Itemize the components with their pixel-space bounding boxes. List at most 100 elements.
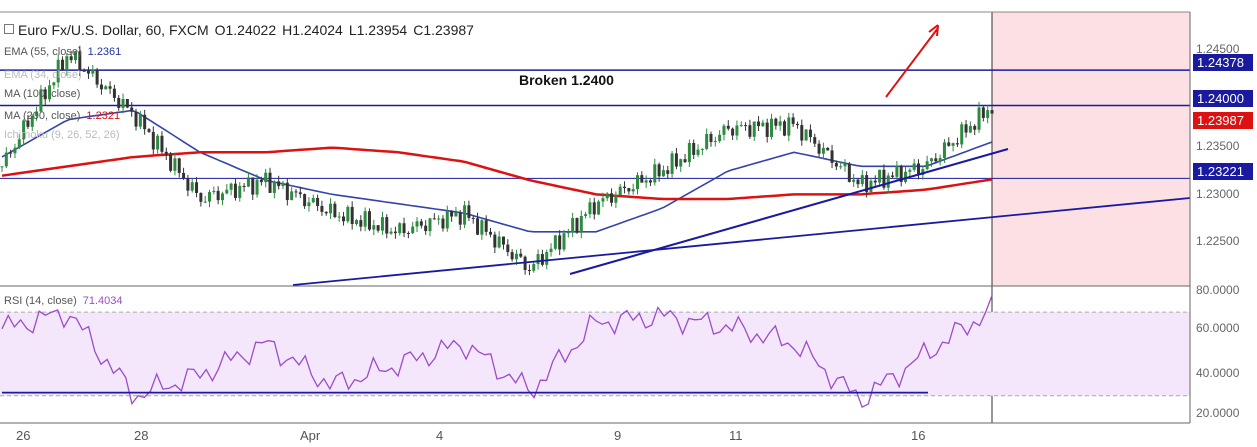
collapse-icon[interactable] (4, 24, 14, 34)
indicator-ema55[interactable]: EMA (55, close) 1.2361 (4, 46, 121, 58)
symbol-title: Euro Fx/U.S. Dollar, 60, FXCM (18, 22, 209, 38)
candle-body (86, 70, 90, 74)
candle-body (320, 205, 324, 212)
price-axis-label: 1.22500 (1196, 234, 1240, 248)
candle-body (549, 248, 553, 252)
indicator-ichimoku[interactable]: Ichimoku (9, 26, 52, 26) (4, 129, 120, 141)
candle-body (329, 203, 333, 214)
candle-body (951, 143, 955, 146)
candle-body (765, 122, 769, 137)
candle-body (30, 115, 34, 127)
candle-body (653, 164, 657, 183)
candle-body (687, 143, 691, 163)
candle-body (977, 107, 981, 130)
candle-body (597, 201, 601, 215)
candle-body (813, 137, 817, 144)
candle-body (757, 121, 761, 127)
candle-body (514, 253, 518, 260)
candle-body (484, 220, 488, 232)
level-tag-resistance: 1.24378 (1193, 54, 1253, 71)
candle-body (826, 147, 830, 151)
candle-body (134, 111, 138, 127)
candle-body (316, 197, 320, 206)
candle-body (821, 147, 825, 154)
candle-body (61, 59, 65, 71)
candle-body (847, 163, 851, 182)
candle-body (69, 56, 73, 61)
indicator-label: Ichimoku (9, 26, 52, 26) (4, 129, 120, 141)
rsi-axis-label: 80.0000 (1196, 283, 1240, 297)
candle-body (82, 70, 86, 72)
candle-body (489, 231, 493, 235)
candle-body (860, 175, 864, 185)
level-tag-broken: 1.24000 (1193, 90, 1253, 107)
candle-body (104, 86, 108, 90)
candle-body (35, 111, 39, 116)
candle-body (454, 212, 458, 217)
candle-body (324, 211, 328, 214)
candle-body (281, 182, 285, 187)
broken-annotation: Broken 1.2400 (519, 72, 614, 88)
candle-body (195, 182, 199, 193)
rsi-label: RSI (14, close) (4, 295, 77, 307)
indicator-ema34[interactable]: EMA (34, close) (4, 69, 82, 81)
candle-body (91, 69, 95, 74)
candle-body (506, 244, 510, 253)
candle-body (917, 163, 921, 175)
candle-body (981, 107, 985, 118)
candle-body (0, 166, 4, 168)
candle-body (735, 125, 739, 136)
candle-body (726, 125, 730, 129)
candle-body (869, 180, 873, 192)
candle-body (294, 191, 298, 193)
candle-body (921, 169, 925, 175)
candle-body (938, 157, 942, 162)
candle-body (190, 182, 194, 191)
candle-body (298, 192, 302, 195)
indicator-ma100[interactable]: MA (100, close) (4, 88, 80, 100)
candle-body (843, 163, 847, 167)
rsi-legend[interactable]: RSI (14, close) 71.4034 (4, 295, 123, 307)
candle-body (891, 175, 895, 177)
candle-body (151, 131, 155, 150)
candle-body (661, 170, 665, 177)
candle-body (696, 149, 700, 155)
ema55-line (1, 109, 993, 233)
candle-body (130, 107, 134, 112)
candle-body (912, 163, 916, 170)
candle-body (782, 121, 786, 136)
candle-body (216, 190, 220, 201)
candle-body (346, 206, 350, 222)
indicator-ma200[interactable]: MA (200, close) 1.2321 (4, 110, 120, 122)
candle-body (852, 179, 856, 182)
candle-body (264, 172, 268, 183)
candle-body (804, 129, 808, 141)
time-axis-label: 16 (911, 428, 926, 443)
candle-body (48, 85, 52, 100)
candle-body (800, 125, 804, 141)
candle-body (787, 117, 791, 136)
candle-body (307, 202, 311, 207)
candle-body (592, 202, 596, 215)
candle-body (177, 158, 181, 173)
candle-body (229, 183, 233, 190)
candle-body (212, 190, 216, 193)
candle-body (22, 120, 26, 140)
candle-body (233, 183, 237, 198)
candle-body (398, 223, 402, 234)
indicator-label: MA (200, close) (4, 110, 81, 122)
candle-body (579, 216, 583, 233)
candle-body (385, 217, 389, 234)
candle-body (878, 169, 882, 183)
candle-body (873, 180, 877, 183)
candle-body (947, 142, 951, 146)
candle-body (467, 205, 471, 218)
candle-body (808, 129, 812, 138)
candle-body (882, 169, 886, 188)
candle-body (925, 161, 929, 170)
candle-body (9, 152, 13, 154)
candle-body (605, 193, 609, 199)
candle-body (17, 139, 21, 148)
candle-body (540, 254, 544, 265)
